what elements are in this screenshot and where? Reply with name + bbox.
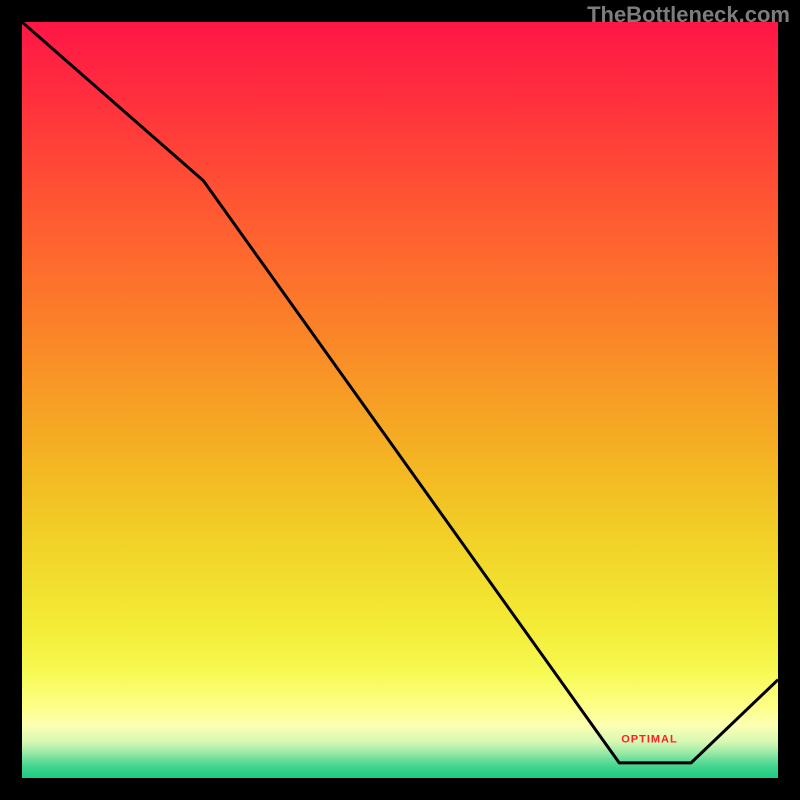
optimal-label: OPTIMAL	[621, 733, 678, 745]
watermark-text: TheBottleneck.com	[587, 2, 790, 28]
chart-root: OPTIMAL TheBottleneck.com	[0, 0, 800, 800]
chart-svg: OPTIMAL	[0, 0, 800, 800]
gradient-background	[22, 22, 778, 778]
